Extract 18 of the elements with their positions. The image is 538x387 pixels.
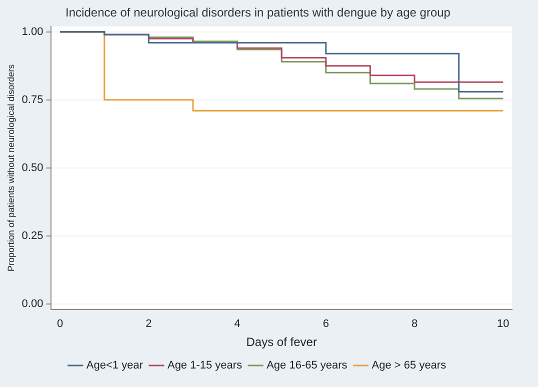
x-tick-label: 2 <box>146 318 152 330</box>
x-axis-title: Days of fever <box>246 335 317 350</box>
y-tick-label: 0.75 <box>22 94 44 106</box>
x-tick-label: 4 <box>234 318 240 330</box>
x-tick-label: 8 <box>411 318 418 330</box>
legend-label: Age 16-65 years <box>266 360 348 372</box>
y-tick-label: 0.50 <box>22 162 44 174</box>
legend-label: Age<1 year <box>86 360 144 372</box>
y-tick-label: 1.00 <box>22 26 44 38</box>
y-tick-label: 0.00 <box>22 298 44 310</box>
x-tick-label: 10 <box>497 318 510 330</box>
legend-label: Age > 65 years <box>372 360 447 372</box>
chart-title: Incidence of neurological disorders in patients with dengue by age group <box>66 6 451 20</box>
legend-label: Age 1-15 years <box>167 360 243 372</box>
y-tick-label: 0.25 <box>22 230 44 242</box>
y-axis-title: Proportion of patients without neurological disorders <box>6 64 16 272</box>
x-tick-label: 6 <box>322 318 329 330</box>
x-tick-label: 0 <box>57 318 64 330</box>
